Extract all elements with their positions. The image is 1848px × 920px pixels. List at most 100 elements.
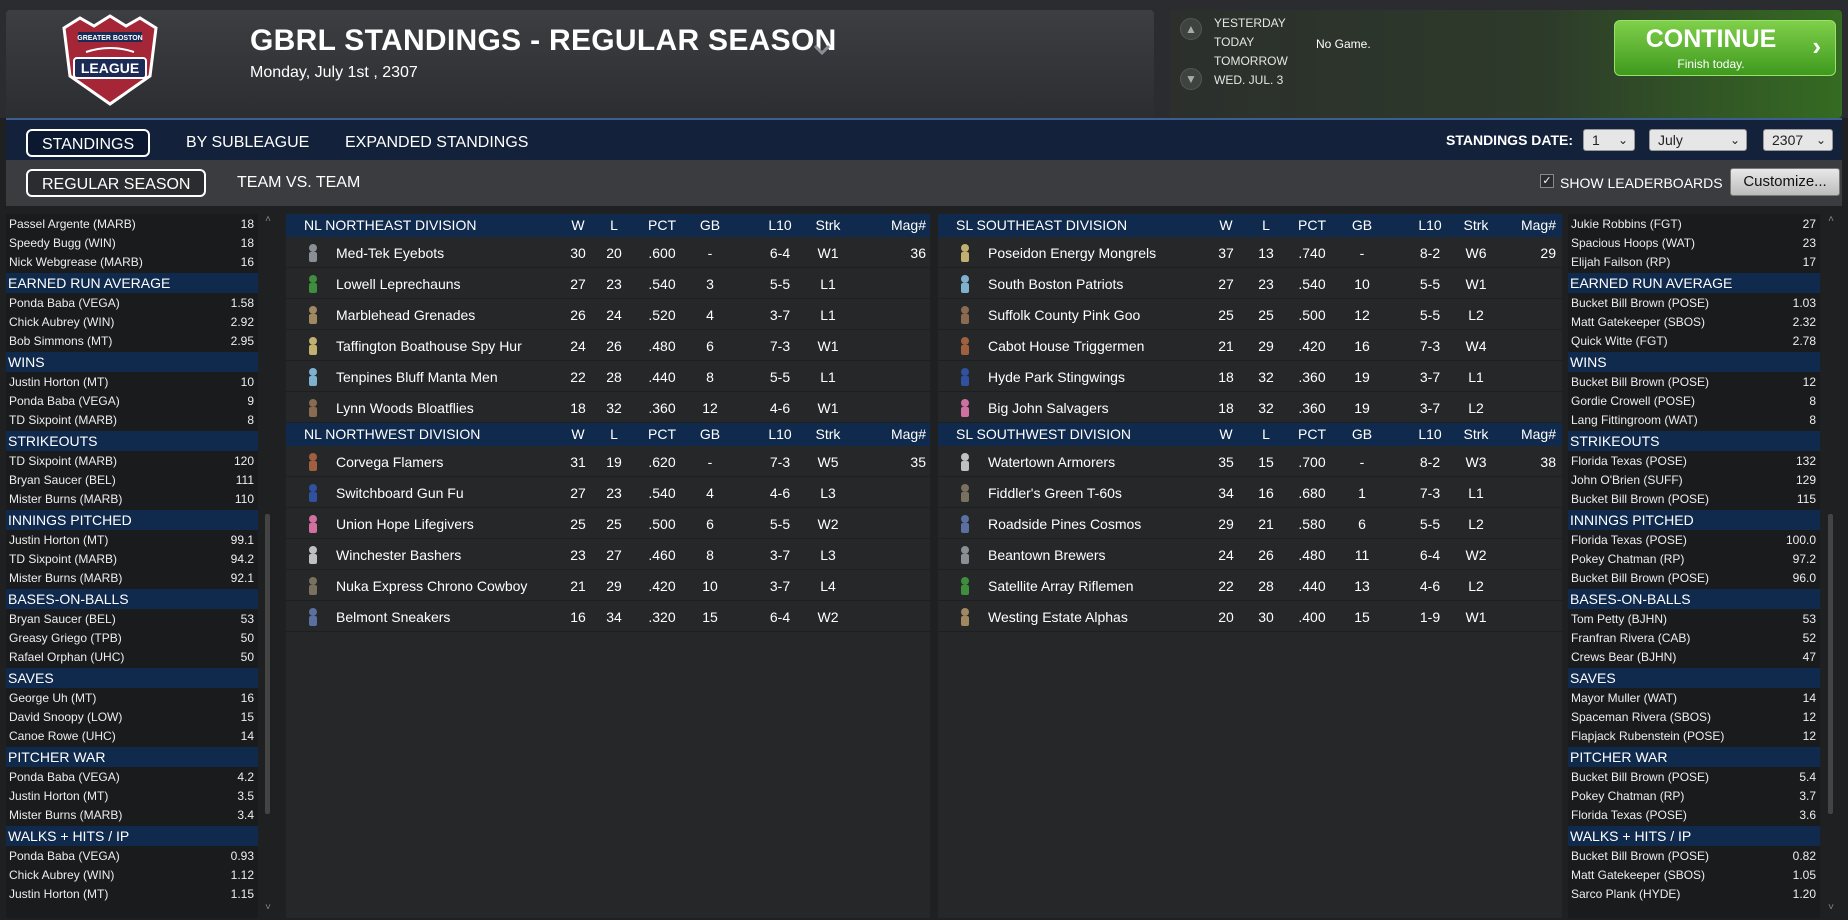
column-header-l10[interactable]: L10: [1418, 217, 1442, 233]
team-row[interactable]: Lowell Leprechauns 27 23 .540 3 5-5 L1: [286, 268, 930, 299]
team-row[interactable]: Lynn Woods Bloatflies 18 32 .360 12 4-6 W1: [286, 392, 930, 423]
team-row[interactable]: South Boston Patriots 27 23 .540 10 5-5 W1: [938, 268, 1562, 299]
team-name[interactable]: Taffington Boathouse Spy Hur: [336, 338, 522, 354]
left-scrollbar[interactable]: ˄ ˅: [263, 214, 273, 918]
column-header-l10[interactable]: L10: [768, 217, 792, 233]
team-row[interactable]: Fiddler's Green T-60s 34 16 .680 1 7-3 L1: [938, 477, 1562, 508]
column-header-gb[interactable]: GB: [1351, 217, 1373, 233]
team-name[interactable]: Beantown Brewers: [988, 547, 1106, 563]
leaderboard-row[interactable]: Passel Argente (MARB) 18: [6, 214, 258, 233]
team-name[interactable]: Med-Tek Eyebots: [336, 245, 445, 261]
team-name[interactable]: Big John Salvagers: [988, 400, 1109, 416]
chevron-up-icon[interactable]: ▲: [1180, 18, 1202, 40]
leaderboard-row[interactable]: Rafael Orphan (UHC) 50: [6, 647, 258, 666]
day-next[interactable]: WED. JUL. 3: [1214, 73, 1284, 87]
scroll-thumb[interactable]: [265, 514, 270, 814]
column-header-gb[interactable]: GB: [699, 217, 721, 233]
leaderboard-row[interactable]: Elijah Failson (RP) 17: [1568, 252, 1820, 271]
team-row[interactable]: Big John Salvagers 18 32 .360 19 3-7 L2: [938, 392, 1562, 423]
leaderboard-row[interactable]: TD Sixpoint (MARB) 94.2: [6, 549, 258, 568]
column-header-magnum[interactable]: Mag#: [890, 426, 926, 442]
leaderboard-row[interactable]: Justin Horton (MT) 10: [6, 372, 258, 391]
leaderboard-row[interactable]: Gordie Crowell (POSE) 8: [1568, 391, 1820, 410]
leaderboard-row[interactable]: Ponda Baba (VEGA) 1.58: [6, 293, 258, 312]
leaderboard-row[interactable]: Pokey Chatman (RP) 3.7: [1568, 786, 1820, 805]
team-name[interactable]: Cabot House Triggermen: [988, 338, 1145, 354]
leaderboard-row[interactable]: Matt Gatekeeper (SBOS) 1.05: [1568, 865, 1820, 884]
column-header-strk[interactable]: Strk: [1463, 426, 1489, 442]
column-header-l[interactable]: L: [1262, 426, 1270, 442]
leaderboard-row[interactable]: Bucket Bill Brown (POSE) 0.82: [1568, 846, 1820, 865]
column-header-w[interactable]: W: [571, 426, 585, 442]
team-name[interactable]: Union Hope Lifegivers: [336, 516, 474, 532]
team-name[interactable]: Corvega Flamers: [336, 454, 444, 470]
team-row[interactable]: Watertown Armorers 35 15 .700 - 8-2 W3 38: [938, 446, 1562, 477]
leaderboard-row[interactable]: Speedy Bugg (WIN) 18: [6, 233, 258, 252]
column-header-gb[interactable]: GB: [699, 426, 721, 442]
leaderboard-row[interactable]: Bryan Saucer (BEL) 111: [6, 470, 258, 489]
leaderboard-row[interactable]: David Snoopy (LOW) 15: [6, 707, 258, 726]
column-header-l[interactable]: L: [610, 217, 618, 233]
team-name[interactable]: Roadside Pines Cosmos: [988, 516, 1142, 532]
leaderboard-row[interactable]: Spacious Hoops (WAT) 23: [1568, 233, 1820, 252]
column-header-w[interactable]: W: [571, 217, 585, 233]
team-row[interactable]: Satellite Array Riflemen 22 28 .440 13 4-6 L2: [938, 570, 1562, 601]
team-name[interactable]: Suffolk County Pink Goo: [988, 307, 1141, 323]
leaderboard-row[interactable]: Bucket Bill Brown (POSE) 1.03: [1568, 293, 1820, 312]
scroll-down-icon[interactable]: ˅: [265, 902, 271, 913]
column-header-w[interactable]: W: [1219, 426, 1233, 442]
column-header-pct[interactable]: PCT: [1298, 217, 1326, 233]
day-tomorrow[interactable]: TOMORROW: [1214, 54, 1288, 68]
team-name[interactable]: Lowell Leprechauns: [336, 276, 461, 292]
team-row[interactable]: Hyde Park Stingwings 18 32 .360 19 3-7 L1: [938, 361, 1562, 392]
team-row[interactable]: Beantown Brewers 24 26 .480 11 6-4 W2: [938, 539, 1562, 570]
team-row[interactable]: Taffington Boathouse Spy Hur 24 26 .480 6 7-3…: [286, 330, 930, 361]
team-name[interactable]: Watertown Armorers: [988, 454, 1116, 470]
team-row[interactable]: Tenpines Bluff Manta Men 22 28 .440 8 5-5 L1: [286, 361, 930, 392]
leaderboard-row[interactable]: Mayor Muller (WAT) 14: [1568, 688, 1820, 707]
column-header-pct[interactable]: PCT: [648, 426, 676, 442]
column-header-l10[interactable]: L10: [768, 426, 792, 442]
team-name[interactable]: Poseidon Energy Mongrels: [988, 245, 1157, 261]
leaderboard-row[interactable]: TD Sixpoint (MARB) 8: [6, 410, 258, 429]
scroll-down-icon[interactable]: ˅: [1828, 902, 1834, 913]
column-header-l[interactable]: L: [1262, 217, 1270, 233]
team-name[interactable]: Tenpines Bluff Manta Men: [336, 369, 498, 385]
team-row[interactable]: Nuka Express Chrono Cowboy 21 29 .420 10 3-7 L…: [286, 570, 930, 601]
column-header-strk[interactable]: Strk: [815, 217, 841, 233]
leaderboard-row[interactable]: Bryan Saucer (BEL) 53: [6, 609, 258, 628]
leaderboard-row[interactable]: Flapjack Rubenstein (POSE) 12: [1568, 726, 1820, 745]
leaderboard-row[interactable]: Matt Gatekeeper (SBOS) 2.32: [1568, 312, 1820, 331]
team-row[interactable]: Roadside Pines Cosmos 29 21 .580 6 5-5 L2: [938, 508, 1562, 539]
team-name[interactable]: Westing Estate Alphas: [988, 609, 1128, 625]
team-row[interactable]: Cabot House Triggermen 21 29 .420 16 7-3 W4: [938, 330, 1562, 361]
team-name[interactable]: Marblehead Grenades: [336, 307, 476, 323]
leaderboard-row[interactable]: Greasy Griego (TPB) 50: [6, 628, 258, 647]
team-row[interactable]: Winchester Bashers 23 27 .460 8 3-7 L3: [286, 539, 930, 570]
customize-button[interactable]: Customize...: [1730, 168, 1840, 196]
column-header-w[interactable]: W: [1219, 217, 1233, 233]
column-header-strk[interactable]: Strk: [815, 426, 841, 442]
leaderboard-row[interactable]: Mister Burns (MARB) 110: [6, 489, 258, 508]
team-row[interactable]: Marblehead Grenades 26 24 .520 4 3-7 L1: [286, 299, 930, 330]
team-name[interactable]: Winchester Bashers: [336, 547, 462, 563]
leaderboard-row[interactable]: Ponda Baba (VEGA) 4.2: [6, 767, 258, 786]
tab-standings[interactable]: STANDINGS: [26, 129, 151, 157]
leaderboard-row[interactable]: Justin Horton (MT) 99.1: [6, 530, 258, 549]
leaderboard-row[interactable]: TD Sixpoint (MARB) 120: [6, 451, 258, 470]
tab-expanded-standings[interactable]: EXPANDED STANDINGS: [345, 134, 529, 151]
show-leaderboards-checkbox[interactable]: ✓: [1540, 174, 1554, 188]
leaderboard-row[interactable]: Ponda Baba (VEGA) 9: [6, 391, 258, 410]
team-row[interactable]: Med-Tek Eyebots 30 20 .600 - 6-4 W1 36: [286, 237, 930, 268]
column-header-pct[interactable]: PCT: [648, 217, 676, 233]
day-select[interactable]: 1 ⌄: [1583, 129, 1635, 151]
leaderboard-row[interactable]: Lang Fittingroom (WAT) 8: [1568, 410, 1820, 429]
column-header-l10[interactable]: L10: [1418, 426, 1442, 442]
scroll-thumb[interactable]: [1828, 514, 1833, 814]
team-row[interactable]: Switchboard Gun Fu 27 23 .540 4 4-6 L3: [286, 477, 930, 508]
chevron-down-icon[interactable]: ▼: [1180, 68, 1202, 90]
team-name[interactable]: Switchboard Gun Fu: [336, 485, 464, 501]
continue-button[interactable]: CONTINUE Finish today. ›: [1614, 20, 1836, 76]
month-select[interactable]: July ⌄: [1649, 129, 1747, 151]
leaderboard-row[interactable]: Justin Horton (MT) 3.5: [6, 786, 258, 805]
